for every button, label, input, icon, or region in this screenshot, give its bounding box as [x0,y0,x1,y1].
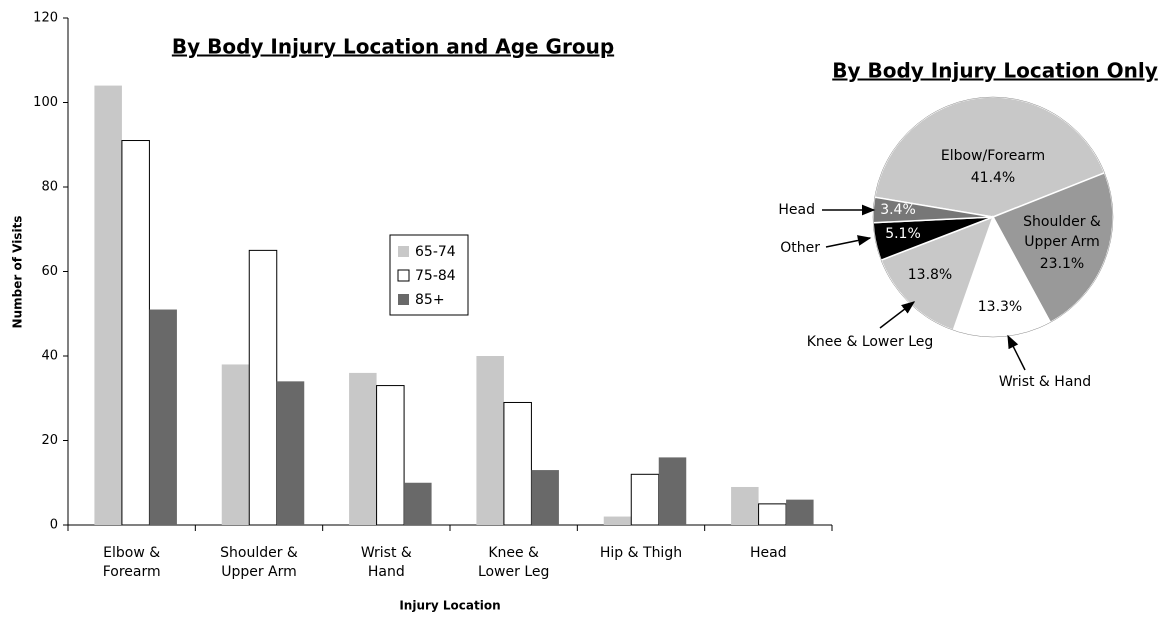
label-arrow [825,235,872,248]
y-axis-title: Number of Visits [11,216,25,329]
bar [221,364,250,525]
bar [786,499,814,525]
value-label: 3.4% [880,202,916,218]
bar [376,385,405,526]
bar [630,473,660,526]
label-arrow [879,301,916,329]
y-tick-label: 120 [33,11,58,26]
bar [276,381,305,525]
y-tick-label: 0 [50,518,58,533]
slice-label: Head [778,202,815,218]
bar [121,140,150,526]
legend-swatch [398,246,409,257]
bar [758,503,787,526]
x-tick-label: Forearm [103,564,161,580]
y-tick-label: 80 [41,180,58,195]
x-tick-label: Knee & [488,545,539,561]
x-tick-label: Shoulder & [220,545,298,561]
bar [503,401,532,526]
x-tick-label: Hip & Thigh [600,545,682,561]
value-label: 13.8% [908,267,952,283]
slice-label: Knee & Lower Leg [807,334,934,350]
x-tick-label: Head [750,545,787,561]
y-tick-label: 100 [33,95,58,110]
slice-label: Elbow/Forearm [941,148,1045,164]
bar [531,470,559,525]
bar [349,372,377,525]
bar [94,85,122,525]
y-tick-label: 20 [41,433,58,448]
value-label: 41.4% [971,170,1015,186]
y-tick-label: 40 [41,349,58,364]
x-tick-label: Lower Leg [478,564,549,580]
slice-label: Upper Arm [1024,234,1100,250]
x-tick-label: Upper Arm [221,564,297,580]
legend-label: 85+ [415,292,445,308]
pie-outline [872,96,1114,338]
legend-label: 65-74 [415,244,456,260]
legend-label: 75-84 [415,268,456,284]
bar [731,486,759,525]
x-axis-title: Injury Location [399,599,500,613]
slice-label: Other [780,240,820,256]
legend-swatch [398,294,409,305]
slice-label: Shoulder & [1023,214,1101,230]
x-tick-label: Wrist & [361,545,412,561]
bar-title: By Body Injury Location and Age Group [172,35,614,59]
bar [476,356,504,525]
bar [404,482,432,525]
label-arrow [1007,334,1026,371]
x-tick-label: Hand [368,564,405,580]
value-label: 5.1% [885,226,921,242]
slice-label: Wrist & Hand [999,374,1091,390]
bar [149,309,177,525]
value-label: 13.3% [978,299,1022,315]
pie-title: By Body Injury Location Only [832,59,1158,83]
bar [658,457,687,525]
bar [603,516,632,525]
y-tick-label: 60 [41,264,58,279]
x-tick-label: Elbow & [103,545,160,561]
bar [248,249,278,526]
legend-swatch [397,269,410,282]
value-label: 23.1% [1040,256,1084,272]
